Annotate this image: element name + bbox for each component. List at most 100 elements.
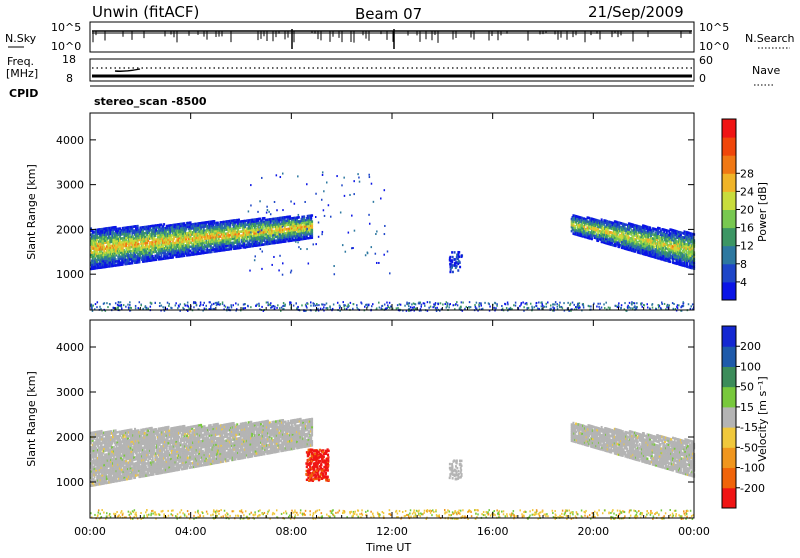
power-cell bbox=[95, 303, 97, 305]
power-cell bbox=[386, 302, 388, 304]
nave-tick-top: 60 bbox=[699, 54, 713, 67]
power-cell bbox=[649, 226, 651, 229]
power-cell bbox=[350, 302, 352, 304]
power-cell bbox=[120, 237, 122, 240]
power-cell bbox=[245, 307, 247, 309]
power-cell bbox=[461, 301, 463, 303]
power-cell bbox=[279, 223, 281, 226]
power-cell bbox=[546, 306, 548, 308]
power-cell bbox=[218, 238, 220, 241]
power-cell bbox=[150, 306, 152, 308]
power-cell bbox=[303, 215, 305, 218]
power-cell bbox=[183, 254, 185, 257]
power-cell bbox=[105, 233, 107, 236]
station-title: Unwin (fitACF) bbox=[92, 3, 199, 21]
power-cell bbox=[653, 250, 655, 253]
power-cell bbox=[135, 307, 137, 309]
power-cell bbox=[193, 306, 195, 308]
power-cell bbox=[667, 244, 669, 247]
power-cell bbox=[688, 232, 690, 235]
power-cell bbox=[583, 304, 585, 306]
power-cell bbox=[424, 305, 426, 307]
power-cell bbox=[457, 258, 459, 261]
power-cell bbox=[161, 305, 163, 307]
power-cell bbox=[676, 230, 678, 233]
power-cell bbox=[283, 302, 285, 304]
power-cell bbox=[541, 305, 543, 307]
power-cell bbox=[187, 222, 189, 225]
power-cell bbox=[449, 263, 451, 266]
power-cell bbox=[144, 232, 146, 235]
power-cell bbox=[547, 301, 549, 303]
power-cell bbox=[616, 221, 618, 224]
power-cell bbox=[159, 242, 161, 245]
power-cell bbox=[299, 230, 301, 233]
nsky-label: N.Sky bbox=[5, 32, 37, 45]
power-cell bbox=[379, 307, 381, 309]
power-cell bbox=[203, 302, 205, 304]
power-cell bbox=[96, 261, 98, 264]
power-cell bbox=[326, 302, 328, 304]
power-cell bbox=[427, 301, 429, 303]
power-cell bbox=[131, 246, 133, 249]
power-cell bbox=[690, 305, 692, 307]
power-cell bbox=[263, 243, 265, 246]
power-cell bbox=[311, 214, 313, 217]
power-cell bbox=[522, 301, 524, 303]
power-cell bbox=[204, 242, 206, 245]
power-cell bbox=[255, 224, 257, 227]
power-cell bbox=[669, 232, 671, 235]
power-cell bbox=[573, 304, 575, 306]
power-cell bbox=[647, 307, 649, 309]
freq-label-2: [MHz] bbox=[6, 67, 38, 80]
power-cell bbox=[658, 235, 660, 238]
power-cell bbox=[159, 305, 161, 307]
power-cell bbox=[581, 217, 583, 220]
power-cell bbox=[410, 306, 412, 308]
power-cell bbox=[555, 301, 557, 303]
power-cell bbox=[284, 216, 286, 219]
power-cell bbox=[404, 305, 406, 307]
power-cell bbox=[534, 306, 536, 308]
power-cell bbox=[216, 304, 218, 306]
power-cell bbox=[249, 223, 251, 226]
power-cell bbox=[269, 304, 271, 306]
power-cell bbox=[204, 308, 206, 310]
power-cell bbox=[106, 265, 108, 268]
power-cell bbox=[459, 266, 461, 269]
freq-tick-bottom: 8 bbox=[66, 72, 73, 85]
power-cell bbox=[541, 303, 543, 305]
power-cell bbox=[525, 303, 527, 305]
power-cell bbox=[168, 305, 170, 307]
power-cell bbox=[120, 301, 122, 303]
power-cell bbox=[348, 304, 350, 306]
power-cell bbox=[484, 302, 486, 304]
power-cell bbox=[275, 217, 277, 220]
power-cell bbox=[652, 307, 654, 309]
power-cell bbox=[457, 269, 459, 272]
power-cell bbox=[446, 301, 448, 303]
power-cell bbox=[440, 302, 442, 304]
power-cell bbox=[448, 306, 450, 308]
power-cell bbox=[597, 303, 599, 305]
power-cell bbox=[624, 235, 626, 238]
power-cell bbox=[457, 304, 459, 306]
power-cell bbox=[444, 303, 446, 305]
power-cell bbox=[257, 224, 259, 227]
power-cell bbox=[121, 308, 123, 310]
power-cell bbox=[608, 231, 610, 234]
power-cell bbox=[683, 305, 685, 307]
nsky-activity bbox=[93, 29, 690, 49]
power-cell bbox=[574, 225, 576, 228]
power-cell bbox=[537, 307, 539, 309]
power-cell bbox=[449, 271, 451, 274]
power-cell bbox=[598, 220, 600, 223]
power-cell bbox=[664, 303, 666, 305]
power-cell bbox=[665, 247, 667, 250]
power-cell bbox=[601, 218, 603, 221]
power-cell bbox=[454, 251, 456, 254]
power-cell bbox=[624, 302, 626, 304]
power-cell bbox=[583, 217, 585, 220]
power-cell bbox=[108, 243, 110, 246]
power-cell bbox=[97, 301, 99, 303]
